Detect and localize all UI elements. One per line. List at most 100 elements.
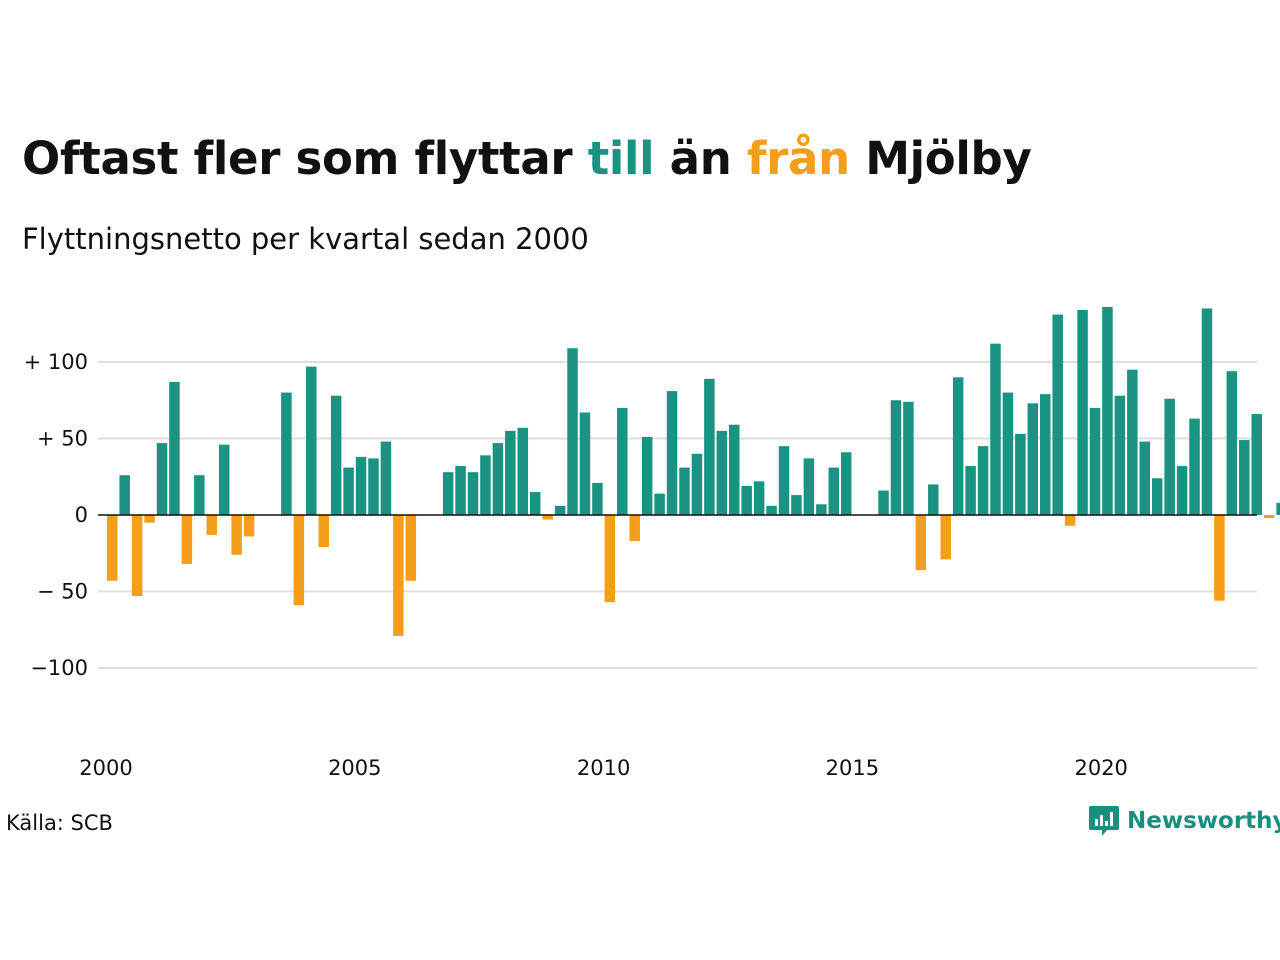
bar bbox=[828, 467, 840, 515]
bar bbox=[281, 392, 292, 515]
grid-lines bbox=[98, 361, 1257, 669]
brand-name: Newsworthy bbox=[1127, 808, 1280, 834]
bar bbox=[554, 505, 566, 515]
bar bbox=[194, 475, 205, 515]
bar bbox=[654, 493, 665, 515]
bar bbox=[467, 472, 479, 515]
bar bbox=[816, 504, 827, 515]
bar bbox=[218, 444, 230, 515]
bar bbox=[442, 472, 454, 515]
bar bbox=[567, 348, 578, 515]
chart-title: Oftast fler som flyttar till än från Mjö… bbox=[22, 132, 1032, 185]
bar bbox=[753, 481, 765, 515]
bar bbox=[306, 366, 317, 515]
bar bbox=[293, 515, 305, 606]
bar bbox=[1239, 440, 1250, 515]
bar bbox=[492, 443, 504, 515]
bar bbox=[604, 515, 616, 603]
bar bbox=[1102, 306, 1113, 515]
bar bbox=[480, 455, 491, 515]
bar bbox=[679, 467, 690, 515]
bar bbox=[1089, 407, 1101, 515]
bar bbox=[505, 430, 516, 515]
bar bbox=[529, 492, 541, 515]
bar bbox=[666, 391, 678, 515]
y-tick-label: 0 bbox=[75, 503, 88, 527]
bar bbox=[1114, 395, 1126, 515]
x-tick-label: 2010 bbox=[577, 756, 630, 780]
bar bbox=[579, 412, 591, 515]
y-tick-label: −100 bbox=[30, 656, 88, 680]
bar bbox=[1214, 515, 1225, 601]
bar bbox=[840, 452, 852, 515]
bar bbox=[343, 467, 354, 515]
title-highlight-till: till bbox=[587, 132, 655, 185]
bar bbox=[380, 441, 392, 515]
y-tick-label: + 50 bbox=[37, 427, 88, 451]
bar bbox=[107, 515, 118, 581]
bar bbox=[318, 515, 329, 548]
bar bbox=[741, 485, 752, 515]
bar bbox=[716, 430, 728, 515]
bar bbox=[119, 475, 130, 515]
bar bbox=[1002, 392, 1014, 515]
bar bbox=[977, 446, 989, 515]
bar bbox=[890, 400, 902, 515]
bar bbox=[1064, 515, 1076, 526]
bar bbox=[729, 424, 740, 515]
bar bbox=[1176, 466, 1188, 515]
bar bbox=[592, 482, 603, 515]
bar bbox=[1015, 433, 1026, 515]
title-highlight-fran: från bbox=[746, 132, 850, 185]
bar bbox=[766, 505, 777, 515]
bar bbox=[1052, 314, 1063, 515]
bar-chart: + 100 + 50 0 − 50 −100 2000 2005 2010 2015 2020 bbox=[24, 306, 1280, 780]
x-tick-label: 2020 bbox=[1074, 756, 1127, 780]
bar bbox=[156, 443, 168, 515]
bar bbox=[355, 456, 367, 515]
bar bbox=[1027, 403, 1039, 515]
bar bbox=[940, 515, 951, 560]
bar bbox=[965, 466, 976, 515]
bar bbox=[990, 343, 1001, 515]
bar bbox=[691, 453, 703, 515]
bar bbox=[1276, 502, 1280, 515]
bar bbox=[791, 495, 802, 515]
bar bbox=[1139, 441, 1151, 515]
x-tick-label: 2000 bbox=[79, 756, 132, 780]
source-label: Källa: SCB bbox=[6, 811, 113, 835]
bar bbox=[903, 401, 914, 515]
bar bbox=[243, 515, 255, 537]
bars bbox=[107, 306, 1280, 636]
y-axis-labels: + 100 + 50 0 − 50 −100 bbox=[24, 350, 88, 680]
bar bbox=[778, 446, 790, 515]
bar bbox=[330, 395, 342, 515]
bar bbox=[803, 458, 815, 515]
title-part-1: Oftast fler som flyttar bbox=[22, 132, 588, 185]
bar bbox=[629, 515, 640, 542]
bar bbox=[1263, 515, 1275, 519]
bar bbox=[1164, 398, 1175, 515]
bar bbox=[455, 466, 466, 515]
bar bbox=[878, 490, 889, 515]
bar bbox=[617, 407, 628, 515]
newsworthy-logo-icon bbox=[1089, 806, 1119, 836]
newsworthy-logo: Newsworthy bbox=[1088, 804, 1280, 838]
bar bbox=[1127, 369, 1138, 515]
y-tick-label: + 100 bbox=[24, 350, 88, 374]
bar bbox=[704, 378, 715, 515]
bar bbox=[1201, 308, 1213, 515]
x-tick-label: 2015 bbox=[826, 756, 879, 780]
y-tick-label: − 50 bbox=[37, 580, 88, 604]
bar bbox=[517, 427, 529, 515]
bar bbox=[131, 515, 143, 597]
title-part-3: Mjölby bbox=[849, 132, 1032, 185]
bar bbox=[1040, 394, 1051, 515]
bar bbox=[181, 515, 193, 564]
chart-subtitle: Flyttningsnetto per kvartal sedan 2000 bbox=[22, 222, 589, 256]
bar bbox=[641, 436, 653, 515]
x-axis-labels: 2000 2005 2010 2015 2020 bbox=[79, 756, 1128, 780]
bar bbox=[206, 515, 218, 535]
bar bbox=[1189, 418, 1200, 515]
bar bbox=[1077, 309, 1088, 515]
